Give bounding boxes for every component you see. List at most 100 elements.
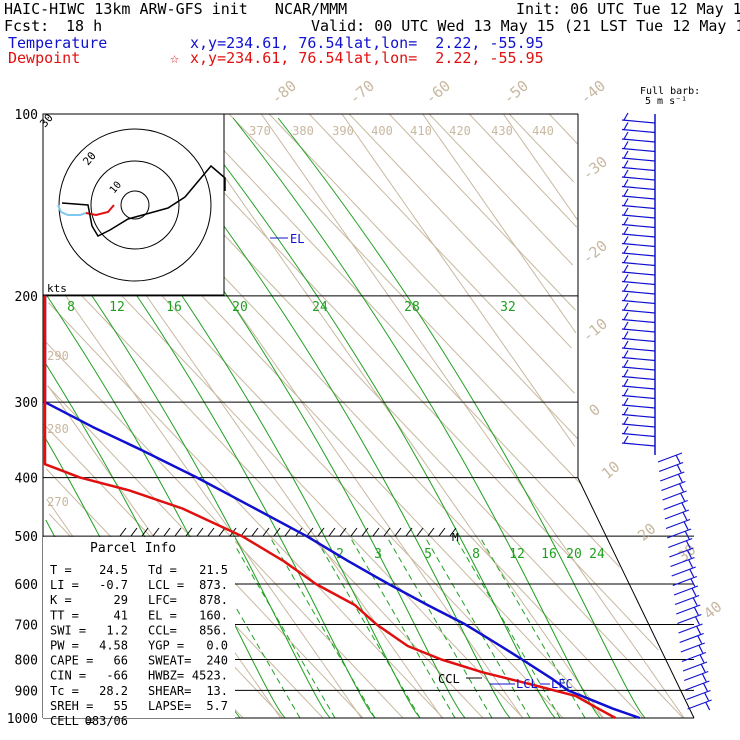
- dry-adiabat-line: [188, 113, 620, 568]
- wind-barb-tick: [623, 131, 629, 140]
- parcel-key: HWBZ=: [148, 669, 184, 683]
- theta-label: 410: [410, 124, 432, 138]
- hatch-mark: [262, 527, 270, 537]
- wind-barb: [680, 642, 706, 653]
- parcel-key: LFC=: [148, 593, 177, 607]
- wind-barb-tick: [623, 350, 629, 358]
- wind-barb: [664, 509, 690, 520]
- dry-adiabat-line: [508, 113, 575, 183]
- wind-barb: [621, 147, 656, 153]
- wind-barb-tick: [698, 644, 704, 654]
- parcel-value: 29: [114, 593, 128, 607]
- mixing-ratio-label: 8: [67, 300, 75, 315]
- wind-barb: [621, 280, 656, 286]
- parcel-value: 4523.: [192, 669, 228, 683]
- mixing-ratio-label: 16: [166, 300, 182, 315]
- wind-barb: [685, 680, 710, 691]
- wind-barb-tick: [623, 340, 629, 349]
- wind-barb-tick: [675, 454, 681, 464]
- parcel-value: 66: [114, 654, 128, 668]
- hatch-mark: [185, 527, 193, 537]
- wind-barb: [621, 290, 656, 295]
- theta-label: 290: [47, 349, 69, 363]
- wind-barb: [621, 185, 656, 191]
- wind-barb-tick: [685, 540, 691, 549]
- dewpoint-legend-label: Dewpoint: [8, 49, 81, 67]
- hatch-mark: [416, 527, 424, 537]
- wind-barb: [621, 128, 656, 134]
- wind-barb-tick: [623, 397, 629, 406]
- hatch-mark: [240, 527, 248, 537]
- wind-barb-tick: [623, 331, 629, 339]
- wind-barb: [660, 471, 685, 482]
- wind-barb: [621, 413, 656, 419]
- parcel-value: 873.: [199, 578, 228, 592]
- wind-barb: [621, 356, 656, 362]
- mixing-ratio-label: 12: [509, 547, 525, 562]
- wind-barb-tick: [623, 321, 629, 330]
- hatch-mark: [130, 527, 138, 537]
- hatch-mark: [306, 527, 314, 537]
- parcel-value: 24.5: [99, 563, 128, 577]
- isotherm-label: -20: [579, 237, 611, 268]
- wind-barb: [666, 528, 692, 539]
- pressure-label: 100: [15, 108, 38, 123]
- hatch-mark: [273, 527, 281, 537]
- pressure-label: 600: [15, 578, 38, 593]
- wind-barb: [674, 594, 700, 606]
- wind-barb: [621, 157, 656, 162]
- wind-barb: [621, 318, 656, 324]
- theta-label: 430: [491, 124, 513, 138]
- hatch-mark: [394, 527, 402, 537]
- moist-adiabat-line: [43, 225, 331, 719]
- temperature-latlon: lat,lon= 2.22, -55.95: [345, 34, 544, 52]
- wind-barb: [621, 423, 656, 428]
- parcel-value: 083/06: [85, 714, 128, 728]
- wind-barb-tick: [623, 359, 629, 368]
- wind-barb: [621, 404, 656, 409]
- mixing-ratio-label: 8: [472, 547, 480, 562]
- wind-barb-tick: [694, 616, 700, 625]
- wind-barb-tick: [623, 293, 629, 301]
- wind-barb-tick: [623, 207, 629, 216]
- parcel-value: -66: [106, 669, 128, 683]
- parcel-key: K =: [50, 593, 72, 607]
- hatch-mark: [218, 527, 226, 537]
- parcel-value: -0.7: [99, 578, 128, 592]
- parcel-value: 4.58: [99, 639, 128, 653]
- wind-barb: [684, 670, 709, 682]
- isotherm-label: 40: [700, 597, 725, 622]
- isotherm-label: -80: [268, 77, 300, 108]
- wind-barb-tick: [700, 663, 706, 673]
- wind-barb-tick: [623, 407, 629, 415]
- mixing-ratio-label: 20: [566, 547, 582, 562]
- wind-barbs: Full barb:5 m s⁻¹: [621, 86, 712, 711]
- m-label: M: [452, 531, 459, 544]
- parcel-key: T =: [50, 563, 72, 577]
- hodograph-low-level: [57, 204, 87, 216]
- wind-barb-tick: [623, 179, 629, 187]
- wind-barb-tick: [623, 369, 629, 377]
- parcel-key: SREH =: [50, 699, 93, 713]
- wind-barb: [668, 537, 693, 549]
- dry-adiabat-line: [548, 113, 579, 145]
- parcel-key: LAPSE=: [148, 699, 191, 713]
- theta-label: 270: [47, 495, 69, 509]
- wind-barb: [682, 661, 708, 672]
- isotherm-line: [422, 113, 577, 334]
- barb-legend-line1: Full barb:: [640, 86, 700, 97]
- wind-barb-tick: [623, 283, 629, 292]
- mixing-ratio-label: 32: [500, 300, 516, 315]
- wind-barb-tick: [623, 198, 629, 206]
- hodograph-mid-level: [85, 204, 115, 217]
- parcel-key: PW =: [50, 639, 79, 653]
- wind-barb: [621, 223, 656, 229]
- wind-barb-tick: [623, 236, 629, 244]
- wind-barb-tick: [623, 435, 629, 444]
- isotherm-label: -60: [422, 77, 454, 108]
- wind-barb: [621, 299, 656, 305]
- wind-barb-tick: [678, 483, 684, 492]
- parcel-key: CCL=: [148, 623, 177, 637]
- mixing-ratio-line: [479, 535, 586, 719]
